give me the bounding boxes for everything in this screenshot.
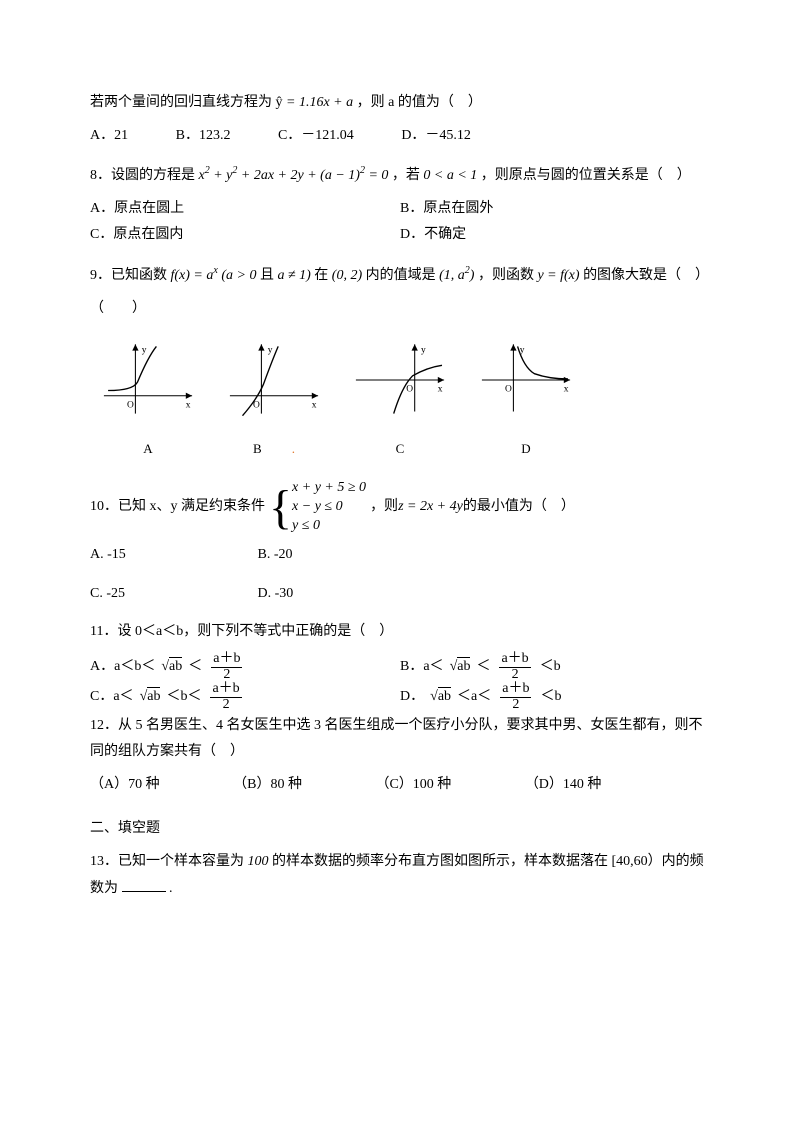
opt-a: A．21 [90,123,128,150]
sys-line1: x + y + 5 ≥ 0 [292,479,366,498]
q10-lead: 10．已知 x、y 满足约束条件 [90,494,265,521]
q9-tail: 的图像大致是（ ） [583,268,709,283]
svg-text:x: x [312,400,317,410]
graph-a-label: A [90,437,206,462]
q8-tail: ，则原点与圆的位置关系是（ ） [481,168,691,183]
svg-text:x: x [438,385,443,395]
q9-dom: (0, 2) [332,268,362,283]
sys-line3: y ≤ 0 [292,517,366,536]
q11-opt-d: D． √ab ＜a＜ a＋b2 ＜b [400,682,710,712]
svg-text:y: y [142,346,147,356]
q10-opt-d: D. -30 [258,581,294,608]
q11-opt-c: C．a＜ √ab ＜b＜ a＋b2 [90,682,400,712]
svg-text:x: x [186,400,191,410]
q8-mid: ，若 [392,168,424,183]
opt-c: C．－121.04 [278,123,354,150]
graph-b: y x O B. [216,338,332,461]
graph-a: y x O A [90,338,206,461]
q10-tail: 的最小值为（ ） [463,494,575,521]
svg-text:O: O [127,400,134,410]
q8-cond: 0 < a < 1 [423,168,477,183]
opt-d: D．－45.12 [401,123,471,150]
q10-mid: ，则 [370,494,398,521]
svg-text:x: x [564,385,569,395]
q10-opt-b: B. -20 [258,542,293,569]
sys-line2: x − y ≤ 0 [292,498,366,517]
graph-d: y x O D [468,338,584,461]
q9-range: (1, a2) [439,268,474,283]
q11-opt-b: B．a＜ √ab ＜ a＋b2 ＜b [400,652,710,682]
q10-system: { x + y + 5 ≥ 0 x − y ≤ 0 y ≤ 0 [269,479,366,536]
q11-row2: C．a＜ √ab ＜b＜ a＋b2 D． √ab ＜a＜ a＋b2 ＜b [90,682,710,712]
q9-mid3: ，则函数 [478,268,538,283]
q12-opt-a: （A）70 种 [90,772,160,799]
q10: 10．已知 x、y 满足约束条件 { x + y + 5 ≥ 0 x − y ≤… [90,479,710,536]
graph-b-label: B. [216,437,332,462]
q11-opt-a: A．a＜b＜ √ab ＜ a＋b2 [90,652,400,682]
q9-f: f(x) = ax (a > 0 且 a ≠ 1) [171,268,315,283]
intro-eq: ŷ = 1.16x + a [276,95,357,110]
q12-opt-d: （D）140 种 [525,772,602,799]
q12: 12．从 5 名男医生、4 名女医生中选 3 名医生组成一个医疗小分队，要求其中… [90,713,710,766]
q9: 9．已知函数 f(x) = ax (a > 0 且 a ≠ 1) 在 (0, 2… [90,261,710,290]
svg-text:O: O [505,385,512,395]
q12-opt-c: （C）100 种 [375,772,451,799]
svg-text:y: y [421,346,426,356]
q9-graphs: y x O A y x O B. y x O C [90,338,710,461]
svg-text:O: O [406,385,413,395]
q11-row1: A．a＜b＜ √ab ＜ a＋b2 B．a＜ √ab ＜ a＋b2 ＜b [90,652,710,682]
q12-options: （A）70 种 （B）80 种 （C）100 种 （D）140 种 [90,772,710,799]
q8-eq: x2 + y2 + 2ax + 2y + (a − 1)2 = 0 [199,168,392,183]
q8-opt-a: A．原点在圆上 [90,196,400,223]
q8-options-row2: C．原点在圆内 D．不确定 [90,222,710,249]
section-2-title: 二、填空题 [90,816,710,843]
q8-opt-b: B．原点在圆外 [400,196,710,223]
q8-lead: 8．设圆的方程是 [90,168,199,183]
q10-opt-c: C. -25 [90,581,210,608]
q10-opt-a: A. -15 [90,542,210,569]
q9-mid1: 在 [314,268,332,283]
graph-d-label: D [468,437,584,462]
q8: 8．设圆的方程是 x2 + y2 + 2ax + 2y + (a − 1)2 =… [90,161,710,190]
q9-paren: （ ） [90,296,710,323]
graph-c: y x O C [342,338,458,461]
q9-y: y = f(x) [537,268,579,283]
intro-options: A．21 B．123.2 C．－121.04 D．－45.12 [90,123,710,150]
intro-text-b: ，则 a 的值为（ ） [357,95,482,110]
svg-text:y: y [268,346,273,356]
q9-mid2: 内的值域是 [366,268,440,283]
q8-options-row1: A．原点在圆上 B．原点在圆外 [90,196,710,223]
q10-z: z = 2x + 4y [398,494,463,521]
q12-opt-b: （B）80 种 [233,772,302,799]
intro-text-a: 若两个量间的回归直线方程为 [90,95,272,110]
q11-lead: 11．设 0＜a＜b，则下列不等式中正确的是（ ） [90,619,710,646]
opt-b: B．123.2 [176,123,231,150]
q9-lead: 9．已知函数 [90,268,171,283]
graph-c-label: C [342,437,458,462]
blank [122,877,166,892]
q13: 13．已知一个样本容量为 100 的样本数据的频率分布直方图如图所示，样本数据落… [90,849,710,902]
intro-line: 若两个量间的回归直线方程为 ŷ = 1.16x + a ，则 a 的值为（ ） [90,90,710,117]
q8-opt-c: C．原点在圆内 [90,222,400,249]
q10-options-2: C. -25 D. -30 [90,581,710,608]
q8-opt-d: D．不确定 [400,222,710,249]
q10-options-1: A. -15 B. -20 [90,542,710,569]
